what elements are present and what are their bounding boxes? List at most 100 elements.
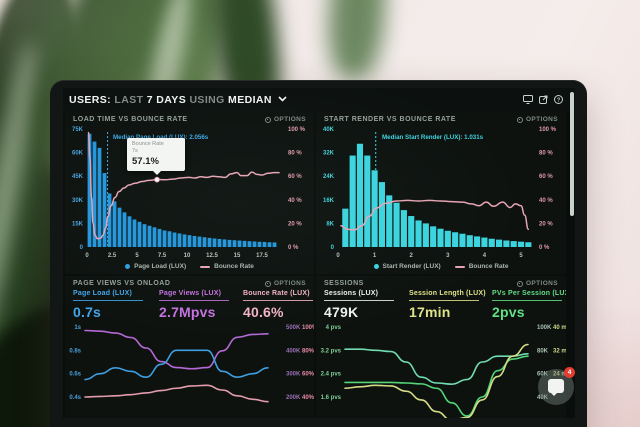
svg-text:80 %: 80 % xyxy=(539,151,553,157)
share-icon[interactable] xyxy=(539,95,548,104)
svg-text:400K: 400K xyxy=(286,348,301,354)
svg-text:0: 0 xyxy=(331,245,335,251)
title-last: LAST xyxy=(114,94,144,106)
dashboard-header: USERS: LAST 7 DAYS USING MEDIAN ? xyxy=(63,88,575,112)
svg-text:0 %: 0 % xyxy=(288,245,299,251)
svg-text:7.5: 7.5 xyxy=(158,253,167,259)
title-median: MEDIAN xyxy=(228,94,272,106)
svg-text:0.8s: 0.8s xyxy=(69,348,81,354)
options-button[interactable]: OPTIONS xyxy=(516,280,558,287)
options-button[interactable]: OPTIONS xyxy=(264,280,306,287)
legend-label: Bounce Rate xyxy=(468,263,509,270)
gear-icon xyxy=(516,280,523,287)
options-button[interactable]: OPTIONS xyxy=(264,116,306,123)
metric-page-load[interactable]: Page Load (LUX) 0.7s xyxy=(73,290,155,320)
svg-text:0.4s: 0.4s xyxy=(69,395,81,401)
options-button[interactable]: OPTIONS xyxy=(516,116,558,123)
tooltip-series: Bounce Rate xyxy=(132,141,164,147)
svg-text:200K: 200K xyxy=(286,395,301,401)
svg-text:1.6 pvs: 1.6 pvs xyxy=(321,395,342,401)
svg-text:60K: 60K xyxy=(72,151,84,157)
legend-dot xyxy=(125,264,131,269)
median-annotation: Median Start Render (LUX): 1.031s xyxy=(382,134,484,141)
svg-text:15K: 15K xyxy=(72,221,84,227)
svg-text:80K: 80K xyxy=(537,348,549,354)
legend-line xyxy=(200,265,211,268)
gear-icon xyxy=(264,116,271,123)
svg-text:45K: 45K xyxy=(72,174,84,180)
title-days: 7 DAYS xyxy=(146,94,187,106)
start-render-histogram-chart[interactable]: 40K 32K 24K 16K 8K 0 100 % 80 % 60 % 40 % 20 % 0 % 0… xyxy=(316,112,566,274)
panel-title: SESSIONS xyxy=(324,280,364,287)
panel-title: PAGE VIEWS VS ONLOAD xyxy=(73,280,171,287)
svg-text:20 %: 20 % xyxy=(288,221,302,227)
monitor-icon[interactable] xyxy=(523,95,533,104)
svg-text:2.5: 2.5 xyxy=(108,253,117,259)
gear-icon xyxy=(516,116,523,123)
svg-text:40 min: 40 min xyxy=(553,325,566,331)
metric-value: 2.7Mpvs xyxy=(159,304,216,320)
chevron-down-icon[interactable] xyxy=(278,93,287,105)
svg-text:15: 15 xyxy=(234,253,241,259)
svg-text:80 %: 80 % xyxy=(288,151,302,157)
laptop: USERS: LAST 7 DAYS USING MEDIAN ? LOAD T… xyxy=(50,80,587,427)
svg-text:5: 5 xyxy=(519,253,523,259)
svg-text:5: 5 xyxy=(135,253,139,259)
tooltip-x-value: 7s xyxy=(132,147,138,154)
svg-text:8K: 8K xyxy=(326,221,334,227)
load-time-histogram-chart[interactable]: 75K 60K 45K 30K 15K 0 100 % 80 % 60 % 40 % 20 % 0 %… xyxy=(65,112,314,274)
legend-line xyxy=(454,265,465,268)
svg-text:60 %: 60 % xyxy=(288,174,302,180)
svg-text:1: 1 xyxy=(373,253,377,259)
svg-text:300K: 300K xyxy=(286,372,301,378)
chart-legend: Start Render (LUX) Bounce Rate xyxy=(316,263,566,270)
svg-text:80%: 80% xyxy=(302,348,314,354)
svg-text:1s: 1s xyxy=(74,325,81,331)
svg-text:2: 2 xyxy=(410,253,414,259)
metric-value: 17min xyxy=(409,304,451,320)
metric-page-views[interactable]: Page Views (LUX) 2.7Mpvs xyxy=(159,290,241,320)
svg-text:40%: 40% xyxy=(302,395,314,401)
metric-sessions[interactable]: Sessions (LUX) 479K xyxy=(324,290,406,320)
svg-text:100 %: 100 % xyxy=(539,127,557,133)
metric-value: 479K xyxy=(324,304,359,320)
median-annotation: Median Page Load (LUX): 2.056s xyxy=(113,134,209,141)
scrollbar-thumb[interactable] xyxy=(570,92,574,216)
metric-bounce-rate[interactable]: Bounce Rate (LUX) 40.6% xyxy=(243,290,314,320)
svg-text:3: 3 xyxy=(446,253,450,259)
chat-bubble-icon xyxy=(548,379,564,396)
metric-session-length[interactable]: Session Length (LUX) 17min xyxy=(409,290,491,320)
svg-text:500K: 500K xyxy=(286,325,301,331)
svg-text:40K: 40K xyxy=(323,127,335,133)
svg-text:32 min: 32 min xyxy=(553,348,566,354)
svg-text:2.4 pvs: 2.4 pvs xyxy=(321,372,342,378)
svg-text:40 %: 40 % xyxy=(539,198,553,204)
legend-dot xyxy=(373,264,379,269)
legend-label: Bounce Rate xyxy=(214,263,254,270)
svg-text:60%: 60% xyxy=(302,372,314,378)
metric-value: 40.6% xyxy=(243,304,284,320)
panel-start-render-vs-bounce-rate: START RENDER VS BOUNCE RATE OPTIONS 40K 3… xyxy=(316,112,566,274)
page-title[interactable]: USERS: LAST 7 DAYS USING MEDIAN xyxy=(69,93,287,106)
notification-badge: 4 xyxy=(564,367,575,378)
panel-load-time-vs-bounce-rate: LOAD TIME VS BOUNCE RATE OPTIONS 75K 60K 4… xyxy=(65,112,314,274)
title-users: USERS: xyxy=(69,94,112,106)
metric-pvs-per-session[interactable]: PVs Per Session (LUX) 2pvs xyxy=(492,290,566,320)
svg-text:24K: 24K xyxy=(323,174,335,180)
legend-label: Start Render (LUX) xyxy=(382,263,441,270)
svg-text:17.5: 17.5 xyxy=(256,253,268,259)
help-icon[interactable]: ? xyxy=(554,95,563,104)
tooltip-value: 57.1% xyxy=(132,155,159,167)
svg-text:3.2 pvs: 3.2 pvs xyxy=(321,348,342,354)
chat-widget-button[interactable]: 4 xyxy=(538,367,575,405)
svg-text:75K: 75K xyxy=(72,127,84,133)
chart-legend: Page Load (LUX) Bounce Rate xyxy=(65,263,314,270)
svg-text:12.5: 12.5 xyxy=(206,253,218,259)
plant-leaf xyxy=(324,0,391,82)
svg-text:100%: 100% xyxy=(302,325,314,331)
svg-text:0: 0 xyxy=(80,245,84,251)
svg-text:0: 0 xyxy=(85,253,89,259)
svg-text:60K: 60K xyxy=(537,372,549,378)
